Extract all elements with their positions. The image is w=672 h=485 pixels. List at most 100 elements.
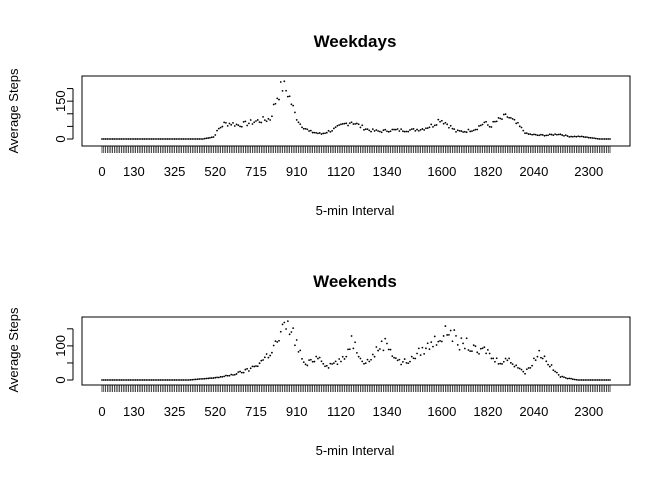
data-point <box>607 138 610 140</box>
data-point <box>458 348 461 351</box>
x-tick-label: 2300 <box>574 404 603 419</box>
data-point <box>357 355 360 358</box>
data-point <box>598 379 601 381</box>
data-point <box>223 375 226 378</box>
data-point <box>136 379 139 381</box>
data-point <box>547 134 549 137</box>
data-point <box>318 132 321 134</box>
data-point <box>471 350 473 353</box>
data-point <box>145 138 148 140</box>
data-point <box>591 379 594 381</box>
data-point <box>336 124 339 127</box>
data-point <box>240 125 243 128</box>
data-point <box>320 360 323 363</box>
data-point <box>111 379 114 381</box>
data-point <box>246 124 249 127</box>
data-point <box>577 379 580 381</box>
data-point <box>152 379 155 381</box>
data-point <box>318 356 321 359</box>
data-point <box>140 138 142 140</box>
data-point <box>175 379 178 381</box>
data-point <box>557 373 560 376</box>
x-tick-label: 520 <box>204 404 226 419</box>
data-point <box>336 363 339 366</box>
data-point <box>476 351 479 354</box>
data-point <box>237 371 240 374</box>
data-point <box>456 129 459 132</box>
data-point <box>324 132 326 135</box>
data-point <box>308 130 310 132</box>
data-point <box>210 377 213 380</box>
data-point <box>382 129 385 132</box>
data-point <box>125 379 128 381</box>
data-point <box>127 138 130 140</box>
data-point <box>448 126 450 129</box>
data-point <box>552 369 555 372</box>
data-point <box>481 347 484 350</box>
data-point <box>504 357 507 360</box>
data-point <box>409 360 411 363</box>
data-point <box>193 378 195 381</box>
data-point <box>115 138 118 140</box>
data-point <box>442 335 445 337</box>
data-point <box>600 379 603 381</box>
data-point <box>203 137 206 140</box>
data-point <box>563 376 565 379</box>
data-point <box>417 129 420 132</box>
x-tick-label: 715 <box>245 164 267 179</box>
data-point <box>101 379 103 381</box>
data-point <box>440 119 443 122</box>
data-point <box>209 136 211 139</box>
data-point <box>409 129 411 131</box>
data-point <box>233 373 236 376</box>
data-point <box>584 379 587 381</box>
data-point <box>276 97 279 100</box>
data-point <box>269 119 272 121</box>
data-point <box>313 131 316 134</box>
data-point <box>384 337 387 340</box>
data-point <box>472 129 475 132</box>
data-point <box>138 379 141 381</box>
panel-weekdays: Weekdays 0 150 0 130 325 520 715 910 1120 1340 16… <box>6 32 631 218</box>
data-point <box>579 379 581 381</box>
data-point <box>495 120 498 123</box>
data-point <box>214 134 217 136</box>
data-point <box>600 138 603 140</box>
data-point <box>439 120 441 123</box>
data-point <box>386 130 388 133</box>
data-point <box>571 378 574 381</box>
data-point <box>370 130 372 133</box>
data-point <box>492 120 495 123</box>
data-point <box>373 130 376 132</box>
data-point <box>439 339 441 342</box>
data-point <box>189 138 192 140</box>
data-point <box>396 359 399 362</box>
data-point <box>301 126 303 129</box>
data-point <box>541 134 544 136</box>
data-point <box>161 379 164 381</box>
data-point <box>166 138 169 140</box>
data-point <box>371 353 374 356</box>
data-point <box>246 367 249 370</box>
panel-title: Weekends <box>313 272 397 291</box>
data-point <box>148 379 151 381</box>
data-point <box>163 379 165 381</box>
data-point <box>225 374 227 377</box>
y-axis-label: Average Steps <box>6 307 21 393</box>
data-point <box>488 125 491 128</box>
data-point <box>198 378 201 380</box>
data-point <box>348 122 351 125</box>
data-point <box>446 334 449 336</box>
data-point <box>538 349 541 352</box>
data-point <box>557 133 560 136</box>
data-point <box>120 138 123 140</box>
data-point <box>483 121 486 124</box>
data-point <box>515 364 518 367</box>
data-point <box>184 379 187 381</box>
data-point <box>550 133 553 136</box>
data-point <box>299 349 302 352</box>
data-point <box>173 379 176 381</box>
data-point <box>343 358 346 360</box>
data-point <box>354 123 357 125</box>
data-point <box>327 367 330 369</box>
